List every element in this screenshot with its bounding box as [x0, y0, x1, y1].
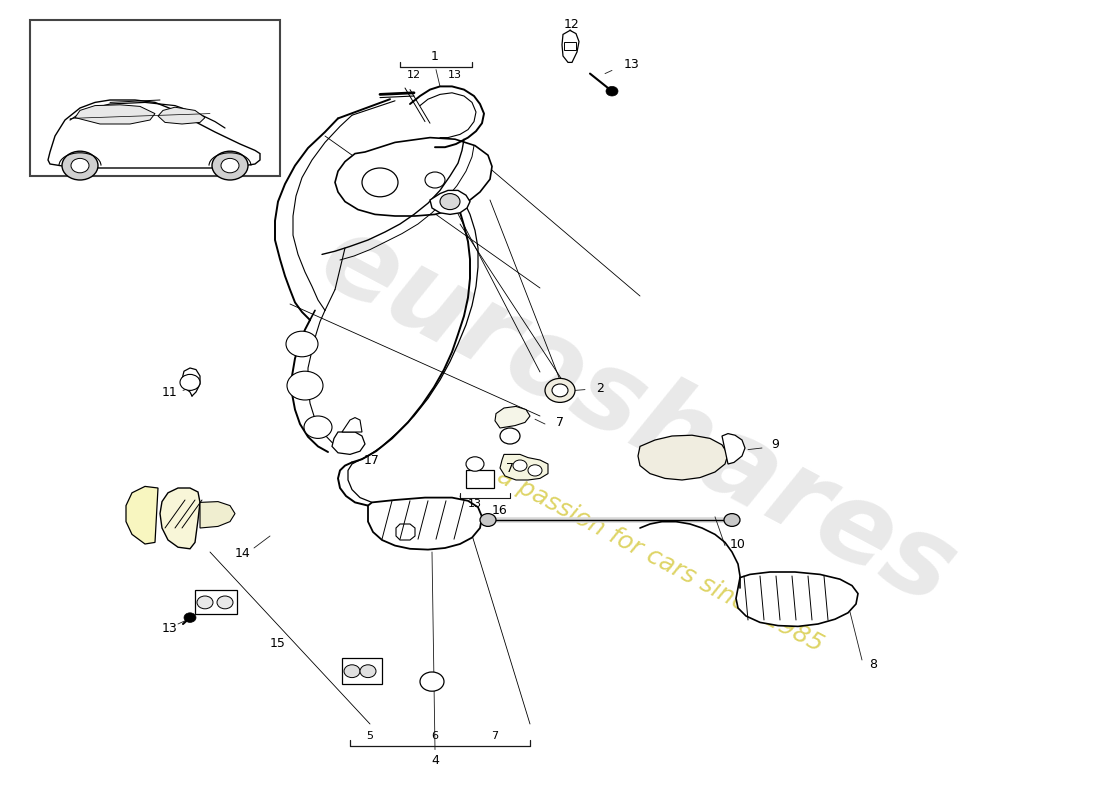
Circle shape — [362, 168, 398, 197]
Bar — [564, 42, 576, 50]
Circle shape — [184, 613, 196, 622]
Circle shape — [221, 158, 239, 173]
Polygon shape — [368, 498, 482, 550]
Text: 4: 4 — [431, 754, 439, 766]
Text: 13: 13 — [468, 499, 482, 509]
Text: 13: 13 — [448, 70, 462, 80]
Text: 6: 6 — [431, 731, 439, 741]
Text: 11: 11 — [162, 386, 178, 398]
Circle shape — [217, 596, 233, 609]
Polygon shape — [396, 524, 415, 540]
Circle shape — [180, 374, 200, 390]
Polygon shape — [562, 30, 579, 62]
Text: 12: 12 — [564, 18, 580, 30]
Bar — [466, 470, 494, 488]
Circle shape — [420, 672, 444, 691]
Circle shape — [440, 194, 460, 210]
Bar — [195, 590, 236, 614]
Circle shape — [528, 465, 542, 476]
Circle shape — [287, 371, 323, 400]
Polygon shape — [126, 486, 158, 544]
Polygon shape — [736, 572, 858, 626]
Polygon shape — [500, 454, 548, 480]
Polygon shape — [336, 138, 492, 216]
Polygon shape — [200, 502, 235, 528]
Text: 7: 7 — [556, 416, 564, 429]
Circle shape — [513, 460, 527, 471]
Circle shape — [500, 428, 520, 444]
Text: a passion for cars since 1985: a passion for cars since 1985 — [493, 463, 827, 657]
Text: 17: 17 — [364, 454, 380, 466]
Polygon shape — [160, 488, 200, 549]
Polygon shape — [75, 105, 155, 124]
Text: 13: 13 — [162, 622, 178, 634]
Text: 10: 10 — [730, 538, 746, 550]
Text: 13: 13 — [624, 58, 640, 70]
Text: 9: 9 — [771, 438, 779, 450]
Circle shape — [286, 331, 318, 357]
Circle shape — [606, 86, 618, 96]
Circle shape — [197, 596, 213, 609]
Text: 15: 15 — [271, 637, 286, 650]
Bar — [342, 658, 382, 684]
Polygon shape — [342, 418, 362, 432]
Circle shape — [544, 378, 575, 402]
Bar — [30, 20, 280, 176]
Polygon shape — [48, 100, 260, 168]
Polygon shape — [495, 406, 530, 428]
Circle shape — [304, 416, 332, 438]
Text: 14: 14 — [235, 547, 251, 560]
Circle shape — [552, 384, 568, 397]
Circle shape — [72, 158, 89, 173]
Circle shape — [466, 457, 484, 471]
Text: 16: 16 — [492, 504, 508, 517]
Circle shape — [344, 665, 360, 678]
Text: 2: 2 — [596, 382, 604, 394]
Circle shape — [425, 172, 446, 188]
Polygon shape — [158, 107, 205, 124]
Circle shape — [360, 665, 376, 678]
Text: 5: 5 — [366, 731, 374, 741]
Text: 8: 8 — [869, 658, 877, 670]
Text: 7: 7 — [506, 462, 514, 474]
Polygon shape — [722, 434, 745, 464]
Text: 1: 1 — [431, 50, 439, 62]
Circle shape — [480, 514, 496, 526]
Text: euroshares: euroshares — [302, 204, 974, 628]
Polygon shape — [430, 190, 470, 214]
Circle shape — [724, 514, 740, 526]
Circle shape — [62, 151, 98, 180]
Text: 7: 7 — [492, 731, 498, 741]
Circle shape — [212, 151, 248, 180]
Polygon shape — [638, 435, 728, 480]
Polygon shape — [332, 432, 365, 454]
Text: 12: 12 — [407, 70, 421, 80]
